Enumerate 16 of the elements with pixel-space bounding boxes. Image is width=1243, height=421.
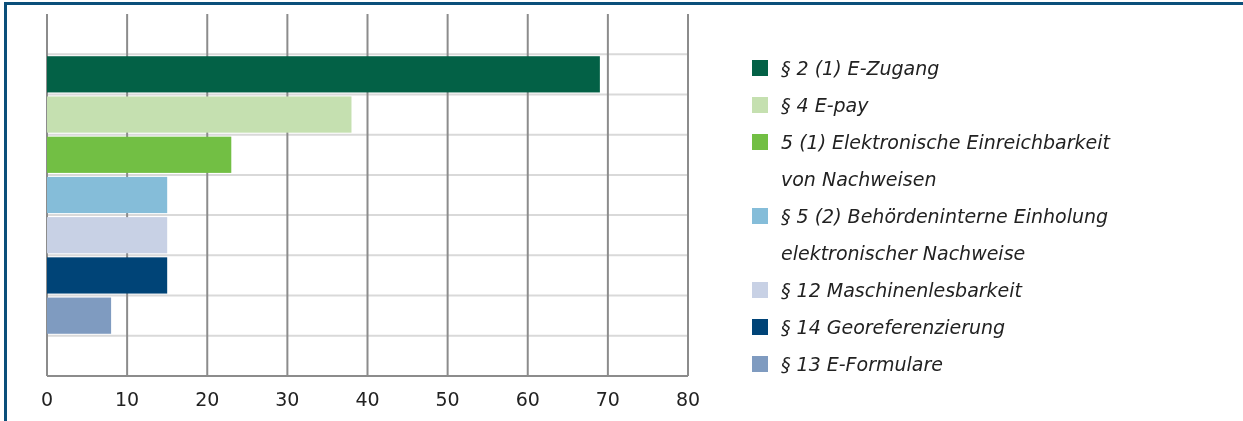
legend-label: § 14 Georeferenzierung <box>781 316 1006 338</box>
x-tick-label: 0 <box>40 388 54 410</box>
x-tick-label: 20 <box>195 388 220 410</box>
x-tick-label: 40 <box>355 388 380 410</box>
legend-label: § 5 (2) Behördeninterne Einholung elektronischer Nachweise <box>781 205 1109 264</box>
legend-label: § 13 E-Formulare <box>781 353 943 375</box>
legend-label: § 2 (1) E-Zugang <box>781 57 940 79</box>
x-tick-label: 60 <box>515 388 540 410</box>
legend-label: 5 (1) Elektronische Einreichbarkeit von Nachweisen <box>781 131 1112 190</box>
x-tick-label: 30 <box>275 388 300 410</box>
x-tick-label: 80 <box>675 388 701 410</box>
x-tick-label: 10 <box>115 388 140 410</box>
legend-label: § 4 E-pay <box>781 94 870 116</box>
legend-label: § 12 Maschinenlesbarkeit <box>781 279 1024 301</box>
x-tick-label: 70 <box>595 388 620 410</box>
x-tick-label: 50 <box>435 388 460 410</box>
